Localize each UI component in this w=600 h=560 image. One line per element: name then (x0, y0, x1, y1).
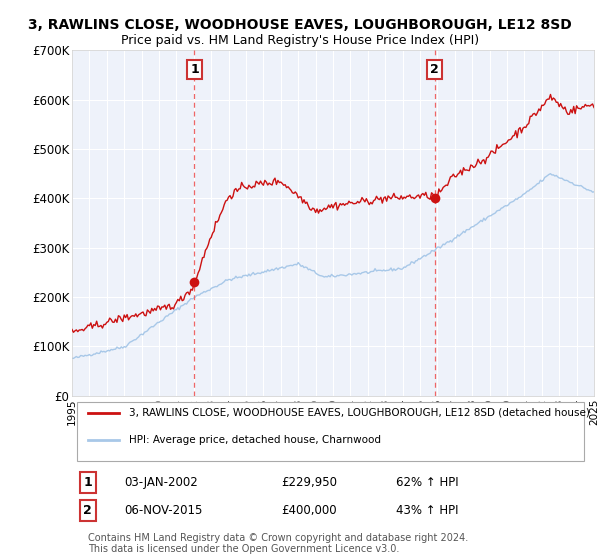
Text: 62% ↑ HPI: 62% ↑ HPI (395, 476, 458, 489)
Text: Price paid vs. HM Land Registry's House Price Index (HPI): Price paid vs. HM Land Registry's House … (121, 34, 479, 47)
Text: 3, RAWLINS CLOSE, WOODHOUSE EAVES, LOUGHBOROUGH, LE12 8SD: 3, RAWLINS CLOSE, WOODHOUSE EAVES, LOUGH… (28, 18, 572, 32)
Text: 1: 1 (190, 63, 199, 76)
FancyBboxPatch shape (77, 402, 584, 461)
Text: Contains HM Land Registry data © Crown copyright and database right 2024.
This d: Contains HM Land Registry data © Crown c… (88, 533, 468, 554)
Text: 06-NOV-2015: 06-NOV-2015 (124, 504, 203, 517)
Text: £400,000: £400,000 (281, 504, 337, 517)
Text: 3, RAWLINS CLOSE, WOODHOUSE EAVES, LOUGHBOROUGH, LE12 8SD (detached house): 3, RAWLINS CLOSE, WOODHOUSE EAVES, LOUGH… (130, 408, 590, 418)
Text: 1: 1 (83, 476, 92, 489)
Text: 43% ↑ HPI: 43% ↑ HPI (395, 504, 458, 517)
Text: 2: 2 (430, 63, 439, 76)
Text: HPI: Average price, detached house, Charnwood: HPI: Average price, detached house, Char… (130, 435, 382, 445)
Text: 2: 2 (83, 504, 92, 517)
Text: 03-JAN-2002: 03-JAN-2002 (124, 476, 198, 489)
Text: £229,950: £229,950 (281, 476, 337, 489)
